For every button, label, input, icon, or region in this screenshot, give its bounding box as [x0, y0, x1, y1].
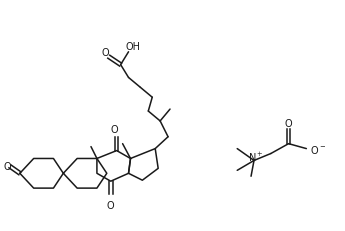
Text: O: O: [107, 200, 115, 210]
Text: O$^-$: O$^-$: [310, 143, 326, 155]
Text: O: O: [101, 48, 109, 58]
Text: N$^+$: N$^+$: [248, 150, 264, 163]
Text: O: O: [3, 162, 11, 172]
Text: O: O: [111, 124, 119, 134]
Text: O: O: [285, 119, 293, 128]
Text: OH: OH: [126, 42, 141, 52]
